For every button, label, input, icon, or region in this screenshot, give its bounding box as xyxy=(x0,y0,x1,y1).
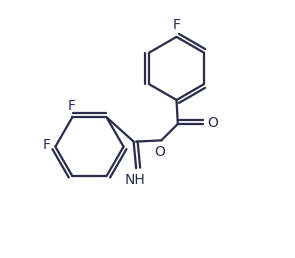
Text: F: F xyxy=(173,18,181,32)
Text: NH: NH xyxy=(124,173,145,187)
Text: F: F xyxy=(42,138,50,152)
Text: F: F xyxy=(67,99,75,112)
Text: O: O xyxy=(207,116,218,131)
Text: O: O xyxy=(155,145,165,159)
